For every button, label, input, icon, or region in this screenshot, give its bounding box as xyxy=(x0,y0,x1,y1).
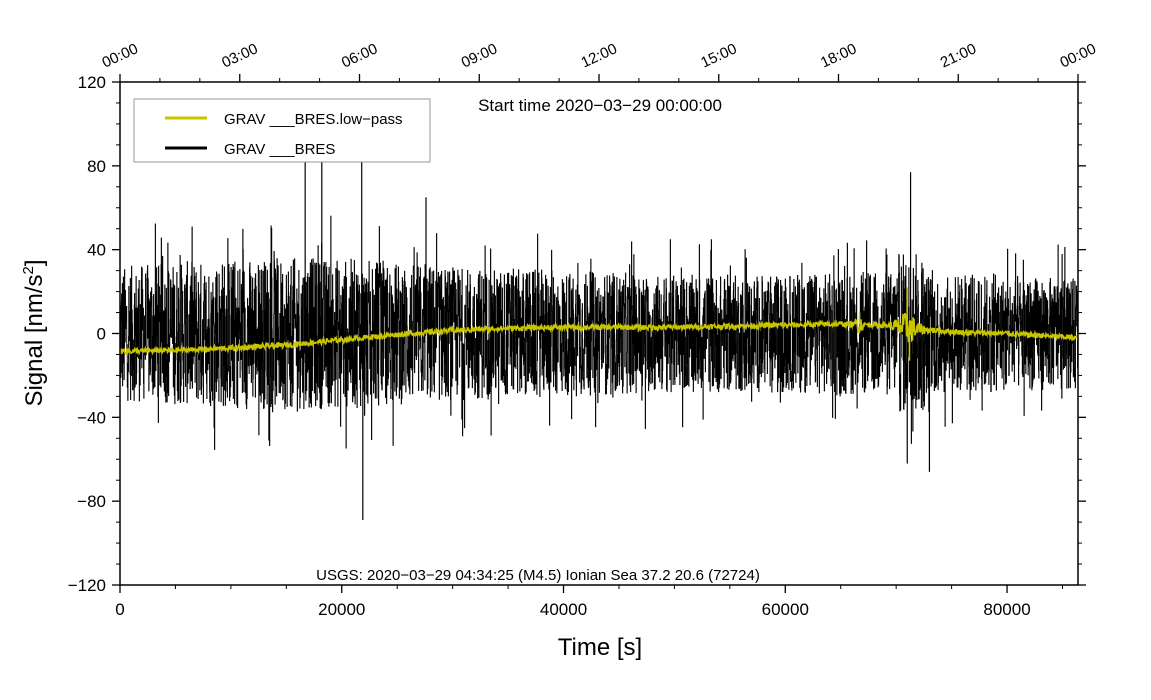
top-tick-label: 18:00 xyxy=(818,40,859,71)
raw-signal-series xyxy=(119,157,1079,521)
legend-label-raw: GRAV ___BRES xyxy=(224,141,335,158)
legend: GRAV ___BRES.low−pass GRAV ___BRES xyxy=(133,98,431,163)
top-tick-label: 03:00 xyxy=(219,40,260,71)
top-tick-label: 00:00 xyxy=(99,40,140,71)
y-axis-title: Signal [nm/s2] xyxy=(20,259,48,406)
x-tick-label: 0 xyxy=(115,600,124,619)
x-tick-label: 40000 xyxy=(540,600,587,619)
top-tick-label: 00:00 xyxy=(1057,40,1098,71)
x-tick-label: 60000 xyxy=(762,600,809,619)
raw-signal-line xyxy=(119,215,1079,450)
y-tick-label: 80 xyxy=(87,157,106,176)
event-annotation: USGS: 2020−03−29 04:34:25 (M4.5) Ionian … xyxy=(316,567,760,584)
top-tick-label: 15:00 xyxy=(698,40,739,71)
y-tick-label: 40 xyxy=(87,241,106,260)
top-tick-label: 09:00 xyxy=(459,40,500,71)
start-time-label: Start time 2020−03−29 00:00:00 xyxy=(478,96,722,115)
x-tick-label: 20000 xyxy=(318,600,365,619)
legend-label-lowpass: GRAV ___BRES.low−pass xyxy=(224,111,403,128)
y-tick-label: −120 xyxy=(68,576,106,595)
y-tick-label: −80 xyxy=(77,492,106,511)
top-tick-label: 12:00 xyxy=(578,40,619,71)
lowpass-signal-line xyxy=(119,312,1079,357)
x-axis-title: Time [s] xyxy=(558,634,642,661)
top-tick-label: 06:00 xyxy=(339,40,380,71)
x-tick-label: 80000 xyxy=(983,600,1030,619)
legend-box xyxy=(133,98,431,163)
y-tick-label: 120 xyxy=(78,73,106,92)
lowpass-signal-series xyxy=(119,287,1079,361)
top-tick-label: 21:00 xyxy=(938,40,979,71)
y-tick-label: −40 xyxy=(77,408,106,427)
y-tick-label: 0 xyxy=(97,325,106,344)
